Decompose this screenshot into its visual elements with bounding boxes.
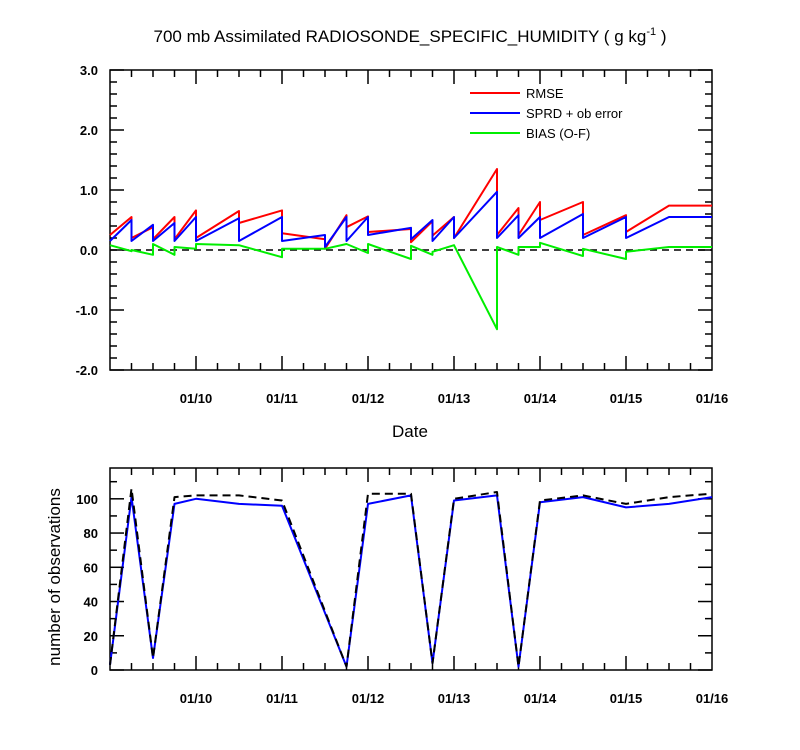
y-tick-label: 100 xyxy=(76,492,98,507)
y-tick-label: 2.0 xyxy=(80,123,98,138)
y-tick-label: 80 xyxy=(84,526,98,541)
x-tick-label: 01/11 xyxy=(266,391,298,406)
chart-title-prefix: 700 mb Assimilated RADIOSONDE_SPECIFIC_H… xyxy=(154,27,647,46)
x-tick-label: 01/15 xyxy=(610,691,643,706)
x-tick-label: 01/14 xyxy=(524,391,557,406)
x-tick-label: 01/15 xyxy=(610,391,643,406)
y-tick-label: 60 xyxy=(84,560,98,575)
x-tick-label: 01/12 xyxy=(352,691,385,706)
chart-title-suffix: ) xyxy=(656,27,666,46)
y-tick-label: 0.0 xyxy=(80,243,98,258)
y-tick-label: 0 xyxy=(91,663,98,678)
x-tick-label: 01/16 xyxy=(696,391,729,406)
x-tick-label: 01/11 xyxy=(266,691,298,706)
x-tick-label: 01/13 xyxy=(438,391,471,406)
series-line-assimilated xyxy=(109,494,713,668)
bottom-y-axis-title: number of observations xyxy=(45,488,64,666)
series-line-sprd-ob-error xyxy=(109,190,712,248)
series-line-possible xyxy=(109,487,713,668)
y-tick-label: -2.0 xyxy=(76,363,98,378)
legend-label: SPRD + ob error xyxy=(526,106,623,121)
legend-label: RMSE xyxy=(526,86,564,101)
x-tick-label: 01/13 xyxy=(438,691,471,706)
legend-label: BIAS (O-F) xyxy=(526,126,590,141)
x-tick-label: 01/16 xyxy=(696,691,729,706)
x-tick-label: 01/12 xyxy=(352,391,385,406)
y-tick-label: 40 xyxy=(84,595,98,610)
legend: RMSE SPRD + ob error BIAS (O-F) xyxy=(470,86,623,141)
x-tick-label: 01/10 xyxy=(180,391,213,406)
y-tick-label: -1.0 xyxy=(76,303,98,318)
chart-title-superscript: -1 xyxy=(646,26,656,38)
chart-title: 700 mb Assimilated RADIOSONDE_SPECIFIC_H… xyxy=(154,26,667,46)
series-line-bias-o-f xyxy=(109,241,712,331)
x-tick-label: 01/10 xyxy=(180,691,213,706)
top-x-axis-title: Date xyxy=(392,422,428,441)
x-tick-label: 01/14 xyxy=(524,691,557,706)
bottom-chart: 01/10 01/11 01/12 01/13 01/14 01/15 01/16 0 20 40… xyxy=(76,467,729,706)
y-tick-label: 3.0 xyxy=(80,63,98,78)
top-chart: 01/10 01/11 01/12 01/13 01/14 01/15 01/16 -2.0 -… xyxy=(76,63,729,406)
y-tick-label: 20 xyxy=(84,629,98,644)
y-tick-label: 1.0 xyxy=(80,183,98,198)
